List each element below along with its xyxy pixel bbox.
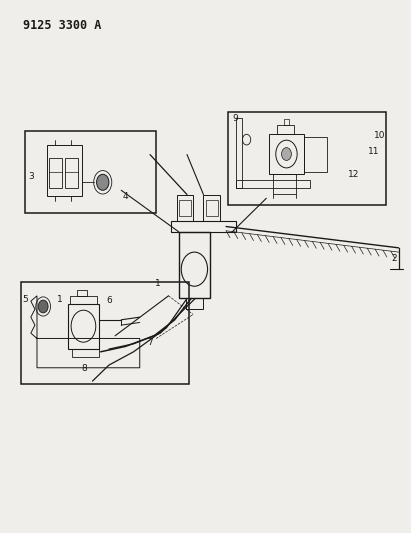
Text: 6: 6 bbox=[106, 296, 112, 305]
Bar bbox=[179, 200, 191, 216]
Circle shape bbox=[38, 300, 48, 313]
Bar bbox=[49, 158, 62, 188]
Text: 11: 11 bbox=[368, 148, 380, 156]
Bar bbox=[179, 232, 210, 298]
Bar bbox=[68, 304, 99, 349]
Bar bbox=[72, 349, 99, 357]
Bar bbox=[70, 296, 97, 304]
Bar bbox=[47, 145, 82, 196]
Bar bbox=[228, 112, 386, 205]
Circle shape bbox=[282, 148, 291, 160]
Text: 9: 9 bbox=[232, 114, 238, 123]
Bar bbox=[206, 200, 218, 216]
Text: 9125 3300 A: 9125 3300 A bbox=[23, 19, 101, 31]
Text: 4: 4 bbox=[122, 192, 128, 200]
Bar bbox=[65, 158, 78, 188]
Text: 7: 7 bbox=[147, 338, 153, 346]
Bar bbox=[236, 118, 242, 188]
Bar bbox=[21, 282, 189, 384]
Bar bbox=[304, 137, 327, 172]
Bar bbox=[277, 125, 294, 134]
Bar bbox=[77, 290, 87, 296]
Bar bbox=[273, 174, 296, 194]
Bar bbox=[25, 131, 156, 213]
Bar bbox=[186, 298, 203, 309]
Text: 8: 8 bbox=[81, 365, 87, 373]
Text: 5: 5 bbox=[23, 295, 28, 304]
Bar bbox=[177, 195, 193, 221]
Text: 3: 3 bbox=[28, 173, 34, 181]
Bar bbox=[284, 119, 289, 125]
Circle shape bbox=[97, 174, 109, 190]
Text: 1: 1 bbox=[57, 295, 62, 304]
Text: 12: 12 bbox=[348, 171, 359, 179]
Bar bbox=[269, 134, 304, 174]
Text: 2: 2 bbox=[392, 254, 397, 263]
Text: 10: 10 bbox=[374, 132, 386, 140]
Bar bbox=[236, 180, 310, 188]
Text: 1: 1 bbox=[155, 279, 161, 288]
Bar bbox=[203, 195, 220, 221]
